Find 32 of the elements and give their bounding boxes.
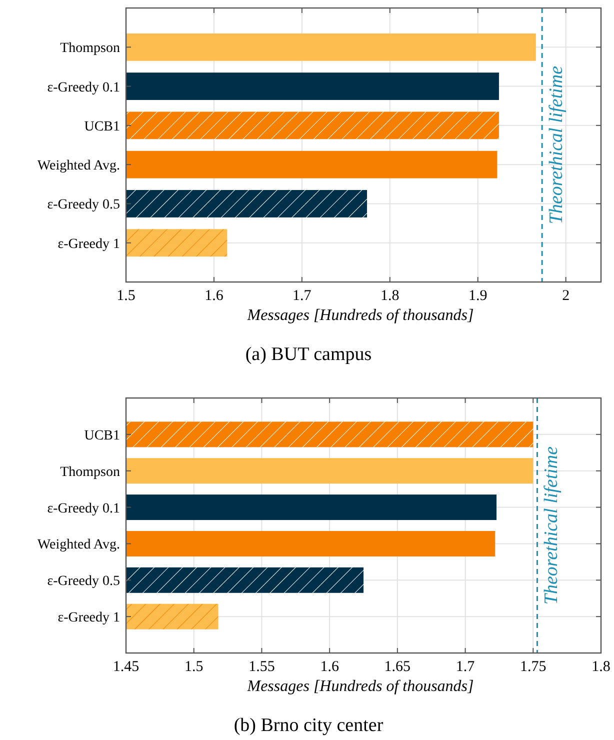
y-tick-label: ε-Greedy 0.1 [47,501,120,516]
x-tick-label: 1.75 [520,659,546,675]
x-tick-label: 1.6 [204,288,224,304]
text: (a) BUT campus [245,344,372,365]
text: (b) Brno city center [234,715,384,736]
x-tick-label: 1.9 [468,288,488,304]
x-tick-label: 1.7 [456,659,476,675]
x-tick-label: 1.8 [592,659,610,675]
y-tick-label: Thompson [60,464,120,480]
y-tick-label: ε-Greedy 1 [58,610,120,626]
x-tick-label: 1.45 [112,659,140,675]
x-tick-label: 2 [562,288,570,304]
x-tick-label: 1.5 [184,659,204,675]
x-tick-label: 1.7 [292,288,312,304]
ref-line-label: Theorethical lifetime [546,66,568,224]
y-tick-label: Thompson [60,41,120,56]
y-tick-label: UCB1 [84,428,120,444]
x-tick-label: 1.8 [380,288,400,304]
y-tick-label: Weighted Avg. [37,158,120,174]
y-tick-label: ε-Greedy 0.1 [47,80,120,96]
ref-line-label: Theorethical lifetime [541,446,562,605]
x-tick-label: 1.6 [320,659,340,675]
x-axis-title: Messages [Hundreds of thousands] [246,307,474,324]
y-tick-label: ε-Greedy 0.5 [47,574,120,590]
x-tick-label: 1.65 [384,659,411,675]
x-axis-title: Messages [Hundreds of thousands] [246,678,474,695]
y-tick-label: ε-Greedy 0.5 [47,198,120,213]
y-tick-label: UCB1 [84,119,120,134]
y-tick-label: ε-Greedy 1 [58,236,120,252]
x-tick-label: 1.5 [116,288,136,304]
y-tick-label: Weighted Avg. [37,538,120,553]
x-tick-label: 1.55 [248,659,275,675]
